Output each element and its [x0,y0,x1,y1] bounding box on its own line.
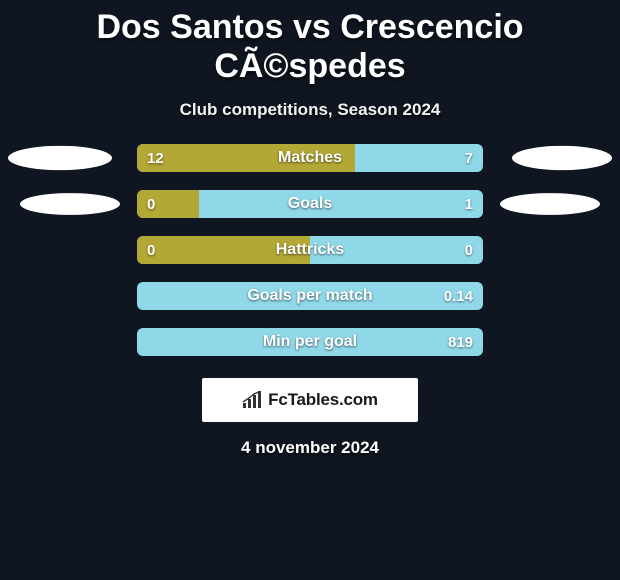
stats-area: 127Matches 01Goals 00Hattricks 0.14Goals pe… [0,144,620,356]
player-right-flag-1 [512,146,612,170]
stat-label: Goals per match [137,287,483,305]
page-subtitle: Club competitions, Season 2024 [180,100,441,120]
comparison-widget: Dos Santos vs Crescencio CÃ©spedes Club … [0,0,620,458]
player-left-flag-2 [20,193,120,215]
stat-row: 127Matches [137,144,483,172]
player-right-flag-2 [500,193,600,215]
stat-label: Hattricks [137,241,483,259]
stat-row: 00Hattricks [137,236,483,264]
branding-badge[interactable]: FcTables.com [202,378,418,422]
stat-row: 819Min per goal [137,328,483,356]
date-label: 4 november 2024 [241,438,379,458]
stat-label: Goals [137,195,483,213]
chart-icon [242,391,264,409]
stat-label: Matches [137,149,483,167]
player-left-flag-1 [8,146,112,170]
stat-bars: 127Matches 01Goals 00Hattricks 0.14Goals pe… [137,144,483,356]
stat-label: Min per goal [137,333,483,351]
stat-row: 0.14Goals per match [137,282,483,310]
stat-row: 01Goals [137,190,483,218]
branding-text: FcTables.com [268,390,378,410]
page-title: Dos Santos vs Crescencio CÃ©spedes [0,8,620,86]
